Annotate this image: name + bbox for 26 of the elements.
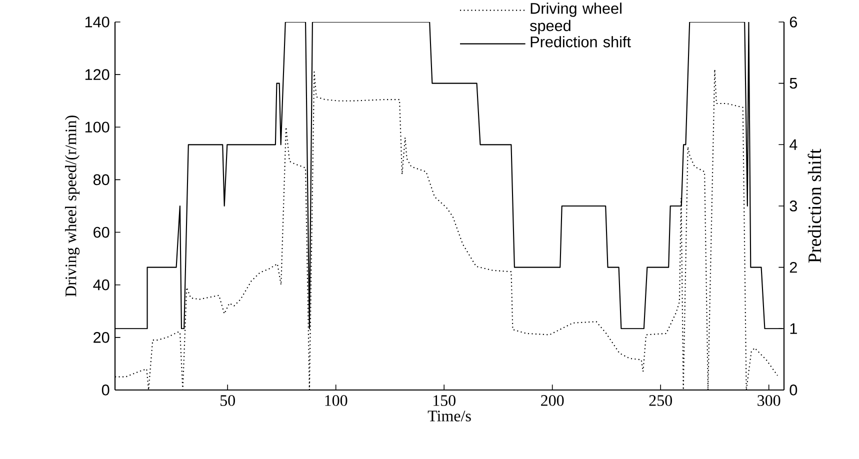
y-tick-label: 60 [94,226,110,238]
y-tick-label: 20 [94,332,110,343]
legend-label: Driving wheel speed [530,2,622,34]
legend-label: Prediction shift [530,36,631,48]
x-axis-title: Time/s [428,410,471,422]
y2-tick-label: 0 [790,384,798,396]
y2-tick-label: 1 [790,323,797,334]
x-tick-label: 150 [433,395,456,406]
y-tick-label: 80 [93,174,110,186]
y2-axis-title: Prediction shift [808,148,822,263]
y-tick-label: 0 [102,384,110,396]
x-tick-label: 250 [649,395,672,406]
y2-tick-label: 2 [790,262,797,273]
x-tick-label: 300 [758,395,780,406]
y-tick-label: 40 [93,279,110,290]
x-tick-label: 50 [220,395,235,406]
y2-tick-label: 3 [790,200,797,212]
y2-tick-label: 6 [790,16,797,28]
x-tick-label: 100 [325,395,348,406]
y2-tick-label: 4 [790,139,798,150]
y-tick-label: 120 [85,69,110,80]
y-tick-label: 100 [85,122,110,133]
x-tick-label: 200 [541,395,564,406]
y2-tick-label: 5 [790,78,798,89]
y-tick-label: 140 [85,16,110,28]
y-axis-title: Driving wheel speed/(r/min) [65,116,80,297]
